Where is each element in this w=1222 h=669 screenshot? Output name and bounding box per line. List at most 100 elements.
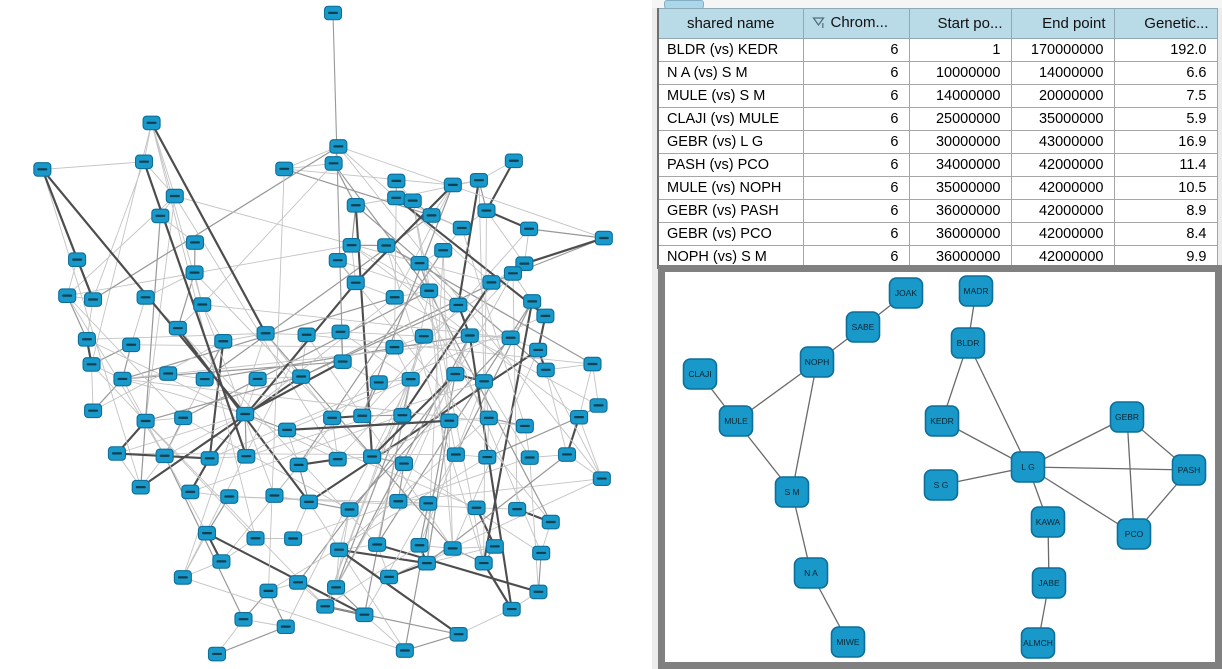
network-node[interactable]	[284, 531, 303, 546]
network-node[interactable]	[417, 555, 436, 571]
table-row[interactable]: N A (vs) S M 6 10000000 14000000 6.6	[657, 61, 1218, 85]
network-node[interactable]	[589, 398, 608, 413]
network-node-pash[interactable]: PASH	[1171, 454, 1207, 486]
node-shape[interactable]	[1030, 506, 1066, 538]
table-cell[interactable]: 6	[802, 84, 910, 108]
table-cell[interactable]: 30000000	[908, 130, 1012, 154]
network-node[interactable]	[446, 366, 465, 382]
network-node[interactable]	[541, 514, 560, 530]
network-node[interactable]	[134, 154, 154, 170]
network-node[interactable]	[557, 447, 577, 462]
table-cell[interactable]: 8.4	[1113, 222, 1218, 246]
network-node[interactable]	[136, 290, 155, 305]
table-cell[interactable]: 14000000	[1010, 61, 1115, 85]
network-node[interactable]	[299, 494, 318, 510]
network-node[interactable]	[200, 451, 219, 466]
network-node[interactable]	[449, 626, 468, 642]
network-node[interactable]	[536, 362, 555, 378]
table-cell[interactable]: 42000000	[1010, 222, 1115, 246]
network-node[interactable]	[410, 255, 429, 271]
network-node[interactable]	[330, 542, 349, 558]
network-node[interactable]	[82, 357, 101, 372]
node-shape[interactable]	[1010, 451, 1046, 483]
network-node-bldr[interactable]: BLDR	[950, 327, 986, 359]
network-node-l-g[interactable]: L G	[1010, 451, 1046, 483]
table-row[interactable]: MULE (vs) S M 6 14000000 20000000 7.5	[657, 84, 1218, 108]
network-node[interactable]	[323, 5, 343, 21]
table-cell[interactable]: 6	[802, 38, 910, 62]
table-cell[interactable]: 43000000	[1010, 130, 1115, 154]
network-node[interactable]	[297, 327, 316, 343]
network-node[interactable]	[443, 541, 462, 556]
node-shape[interactable]	[1109, 401, 1145, 433]
table-cell[interactable]: 8.9	[1113, 199, 1218, 223]
network-node[interactable]	[185, 265, 204, 280]
network-node[interactable]	[181, 484, 200, 500]
column-header-shared-name[interactable]: shared name	[657, 8, 804, 39]
network-node[interactable]	[478, 449, 497, 465]
table-cell[interactable]: CLAJI (vs) MULE	[657, 107, 804, 131]
network-node-s-g[interactable]: S G	[923, 469, 959, 501]
network-node[interactable]	[385, 339, 404, 355]
network-node[interactable]	[328, 451, 347, 467]
network-node[interactable]	[278, 422, 297, 438]
network-node[interactable]	[446, 447, 465, 462]
network-node[interactable]	[368, 537, 387, 552]
network-node[interactable]	[193, 297, 212, 312]
table-cell[interactable]: 6	[802, 199, 910, 223]
network-node-gebr[interactable]: GEBR	[1109, 401, 1145, 433]
network-node[interactable]	[136, 413, 155, 429]
network-node[interactable]	[387, 173, 406, 189]
network-node[interactable]	[502, 601, 521, 617]
node-shape[interactable]	[1116, 518, 1152, 550]
node-shape[interactable]	[1171, 454, 1207, 486]
network-node[interactable]	[212, 554, 231, 569]
network-node[interactable]	[394, 456, 414, 471]
network-node[interactable]	[420, 283, 439, 299]
network-node[interactable]	[159, 366, 178, 381]
network-node[interactable]	[316, 599, 335, 614]
network-node[interactable]	[529, 584, 548, 600]
network-node[interactable]	[443, 177, 462, 193]
network-node[interactable]	[142, 115, 161, 131]
network-node[interactable]	[504, 153, 523, 169]
table-cell[interactable]: GEBR (vs) PCO	[657, 222, 804, 246]
table-cell[interactable]: 35000000	[1010, 107, 1115, 131]
network-edge-noph-s-m[interactable]	[791, 361, 818, 493]
network-node[interactable]	[474, 374, 494, 389]
table-row[interactable]: BLDR (vs) KEDR 6 1 170000000 192.0	[657, 38, 1218, 62]
network-node[interactable]	[380, 569, 399, 585]
network-node[interactable]	[207, 646, 227, 662]
table-cell[interactable]: 1	[908, 38, 1012, 62]
network-node[interactable]	[113, 371, 132, 387]
table-cell[interactable]: 11.4	[1113, 153, 1218, 177]
network-node[interactable]	[168, 320, 187, 336]
table-cell[interactable]: 36000000	[908, 199, 1012, 223]
column-header-end-point[interactable]: End point	[1010, 8, 1115, 39]
network-node[interactable]	[220, 489, 239, 504]
network-node[interactable]	[469, 172, 488, 188]
table-cell[interactable]: 10.5	[1113, 176, 1218, 200]
network-node[interactable]	[536, 308, 555, 324]
network-node[interactable]	[395, 643, 414, 658]
network-node[interactable]	[346, 275, 365, 291]
table-cell[interactable]: 42000000	[1010, 153, 1115, 177]
filter-icon[interactable]	[811, 16, 825, 29]
network-node[interactable]	[327, 580, 346, 595]
network-node-sabe[interactable]: SABE	[845, 311, 881, 343]
node-shape[interactable]	[845, 311, 881, 343]
network-node[interactable]	[529, 342, 548, 358]
network-node[interactable]	[520, 221, 539, 237]
network-node[interactable]	[131, 479, 150, 495]
network-node[interactable]	[583, 356, 602, 372]
network-node[interactable]	[275, 161, 294, 177]
table-cell[interactable]: 6	[802, 130, 910, 154]
network-node[interactable]	[323, 410, 342, 426]
network-node[interactable]	[84, 403, 103, 419]
network-node[interactable]	[173, 570, 192, 585]
table-cell[interactable]: 6	[802, 153, 910, 177]
table-cell[interactable]: 42000000	[1010, 199, 1115, 223]
network-node[interactable]	[594, 230, 613, 246]
network-node[interactable]	[422, 208, 441, 223]
network-node[interactable]	[467, 500, 486, 516]
